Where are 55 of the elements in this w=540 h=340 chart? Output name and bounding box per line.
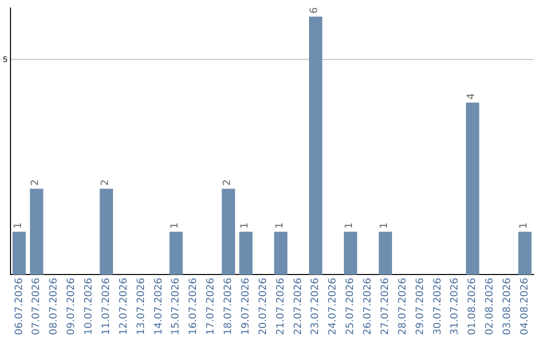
bar (239, 232, 253, 275)
data-label: 1 (239, 222, 250, 229)
x-tick-label: 29.07.2026 (414, 278, 426, 336)
bar (274, 232, 288, 275)
x-tick-label: 26.07.2026 (362, 278, 374, 336)
x-tick-label: 02.08.2026 (484, 278, 496, 336)
data-label: 1 (378, 222, 390, 229)
x-tick-label: 30.07.2026 (432, 278, 444, 336)
x-tick-label: 08.07.2026 (48, 278, 60, 336)
x-tick-label: 31.07.2026 (450, 278, 461, 336)
data-label: 2 (100, 179, 111, 186)
x-tick-label: 19.07.2026 (240, 278, 252, 336)
x-tick-label: 23.07.2026 (310, 278, 322, 336)
bar (12, 232, 26, 275)
x-tick-label: 15.07.2026 (170, 278, 182, 336)
y-tick-label: 5 (2, 54, 8, 64)
x-tick-label: 20.07.2026 (258, 278, 269, 336)
x-tick-label: 14.07.2026 (153, 278, 164, 336)
x-tick-label: 06.07.2026 (14, 278, 25, 336)
bar (222, 188, 236, 275)
data-label: 1 (12, 222, 24, 229)
data-label: 1 (344, 222, 356, 229)
x-tick-label: 18.07.2026 (223, 278, 234, 336)
x-tick-label: 21.07.2026 (275, 278, 286, 336)
bar (30, 188, 44, 275)
x-tick-label: 17.07.2026 (206, 278, 217, 336)
x-tick-label: 22.07.2026 (292, 278, 304, 336)
x-tick-label: 12.07.2026 (118, 278, 130, 336)
x-tick-label: 13.07.2026 (136, 278, 147, 336)
bar (378, 232, 392, 275)
x-tick-label: 24.07.2026 (328, 278, 339, 336)
x-tick-label: 09.07.2026 (66, 278, 78, 336)
data-label: 2 (30, 179, 42, 186)
data-label: 2 (222, 179, 234, 186)
x-tick-label: 27.07.2026 (380, 278, 391, 336)
bar (518, 232, 532, 275)
data-label: 4 (466, 93, 478, 100)
data-label: 1 (274, 222, 286, 229)
x-tick-label: 04.08.2026 (519, 278, 530, 336)
data-label: 1 (518, 222, 530, 229)
bar (344, 232, 358, 275)
bar (100, 188, 113, 275)
bar (466, 102, 480, 275)
x-tick-label: 01.08.2026 (467, 278, 478, 336)
x-tick-label: 25.07.2026 (345, 278, 356, 336)
data-label: 1 (170, 222, 181, 229)
x-tick-label: 11.07.2026 (100, 278, 112, 336)
x-tick-label: 03.08.2026 (502, 278, 514, 336)
data-label: 6 (309, 7, 320, 14)
x-tick-label: 28.07.2026 (397, 278, 408, 336)
x-tick-label: 16.07.2026 (188, 278, 200, 336)
x-tick-label: 07.07.2026 (31, 278, 42, 336)
bar (169, 232, 183, 275)
x-tick-label: 10.07.2026 (84, 278, 95, 336)
bar (309, 16, 322, 275)
